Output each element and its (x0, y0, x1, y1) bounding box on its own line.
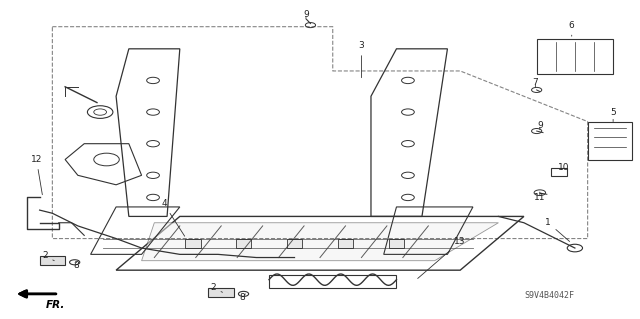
Bar (209, 287, 234, 297)
Text: 1: 1 (545, 218, 570, 241)
Bar (337, 239, 353, 248)
Bar (551, 168, 567, 176)
Text: 2: 2 (42, 251, 54, 261)
Text: 13: 13 (418, 237, 466, 278)
Text: 5: 5 (611, 108, 616, 122)
Text: 8: 8 (239, 293, 246, 301)
Bar (184, 239, 200, 248)
Bar (269, 275, 396, 287)
Text: 2: 2 (210, 283, 223, 292)
Text: 3: 3 (358, 41, 364, 78)
Text: 4: 4 (161, 199, 185, 236)
Text: 12: 12 (31, 155, 42, 195)
Bar (40, 256, 65, 265)
Bar (236, 239, 252, 248)
Text: S9V4B4042F: S9V4B4042F (524, 291, 574, 300)
Text: FR.: FR. (46, 300, 65, 310)
Bar (388, 239, 404, 248)
Text: 9: 9 (303, 10, 309, 19)
FancyArrowPatch shape (20, 291, 56, 297)
Text: 11: 11 (534, 192, 545, 202)
Text: 9: 9 (537, 121, 543, 130)
Text: 7: 7 (532, 78, 538, 87)
Bar (287, 239, 303, 248)
Polygon shape (141, 223, 499, 261)
Text: 10: 10 (557, 163, 569, 172)
Text: 6: 6 (569, 21, 575, 36)
Text: 8: 8 (74, 261, 79, 270)
